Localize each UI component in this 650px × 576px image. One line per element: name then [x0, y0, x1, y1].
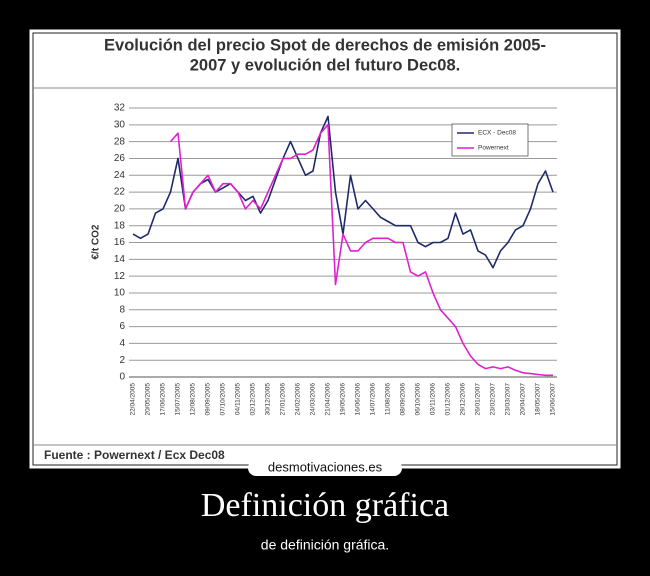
y-tick-label: 20	[114, 204, 126, 215]
x-tick-label: 15/07/2005	[175, 383, 182, 416]
x-tick-label: 01/12/2006	[445, 383, 452, 416]
frame	[29, 29, 621, 469]
watermark: desmotivaciones.es	[268, 459, 383, 474]
y-tick-label: 8	[119, 304, 125, 315]
x-tick-label: 07/10/2005	[220, 383, 227, 416]
poster-title: Definición gráfica	[201, 487, 449, 524]
series-line	[169, 124, 553, 377]
x-tick-label: 09/09/2005	[205, 383, 212, 416]
y-tick-label: 16	[114, 237, 126, 248]
x-tick-label: 18/05/2007	[535, 383, 542, 416]
y-tick-label: 24	[114, 170, 126, 181]
x-tick-label: 20/05/2005	[145, 383, 152, 416]
x-tick-label: 03/11/2006	[430, 383, 437, 415]
x-tick-label: 26/01/2007	[475, 383, 482, 416]
source: Fuente : Powernext / Ecx Dec08	[44, 448, 225, 462]
x-tick-label: 30/12/2005	[265, 383, 272, 416]
x-tick-label: 08/09/2006	[400, 383, 407, 416]
x-tick-label: 02/12/2005	[250, 383, 257, 416]
x-tick-label: 04/11/2005	[235, 383, 242, 415]
x-tick-label: 12/08/2005	[190, 383, 197, 416]
y-tick-label: 22	[114, 187, 126, 198]
chart-title: Evolución del precio Spot de derechos de…	[104, 36, 546, 54]
x-tick-label: 27/01/2006	[280, 383, 287, 416]
y-tick-label: 12	[114, 271, 126, 282]
x-tick-label: 11/08/2006	[385, 383, 392, 415]
poster-subtitle: de definición gráfica.	[261, 537, 389, 553]
x-tick-label: 24/02/2006	[295, 383, 302, 416]
y-tick-label: 2	[119, 355, 125, 366]
y-tick-label: 32	[114, 103, 126, 114]
x-tick-label: 22/04/2005	[130, 383, 137, 416]
y-tick-label: 10	[114, 288, 126, 299]
y-tick-label: 14	[114, 254, 126, 265]
chart-title: 2007 y evolución del futuro Dec08.	[190, 56, 461, 74]
watermark-pill	[248, 460, 402, 476]
x-tick-label: 24/03/2006	[310, 383, 317, 416]
legend-box	[451, 123, 529, 157]
y-tick-label: 26	[114, 153, 126, 164]
y-tick-label: 4	[119, 338, 125, 349]
x-tick-label: 14/07/2006	[370, 383, 377, 416]
x-tick-label: 20/04/2007	[520, 383, 527, 416]
x-tick-label: 15/06/2007	[550, 383, 557, 416]
x-tick-label: 19/05/2006	[340, 383, 347, 416]
x-tick-label: 29/12/2006	[460, 383, 467, 416]
y-tick-label: 18	[114, 220, 126, 231]
x-tick-label: 23/03/2007	[505, 383, 512, 416]
x-tick-label: 21/04/2006	[325, 383, 332, 416]
x-tick-label: 17/06/2005	[160, 383, 167, 416]
x-tick-label: 06/10/2006	[415, 383, 422, 416]
y-tick-label: 28	[114, 136, 126, 147]
y-tick-label: 0	[119, 372, 125, 383]
y-axis-label: €/t CO2	[91, 224, 102, 259]
legend-label: Powernext	[478, 145, 509, 152]
x-tick-label: 16/06/2006	[355, 383, 362, 416]
y-tick-label: 30	[114, 119, 126, 130]
x-tick-label: 23/02/2007	[490, 383, 497, 416]
legend-label: ECX - Dec08	[478, 130, 516, 137]
y-tick-label: 6	[119, 321, 125, 332]
